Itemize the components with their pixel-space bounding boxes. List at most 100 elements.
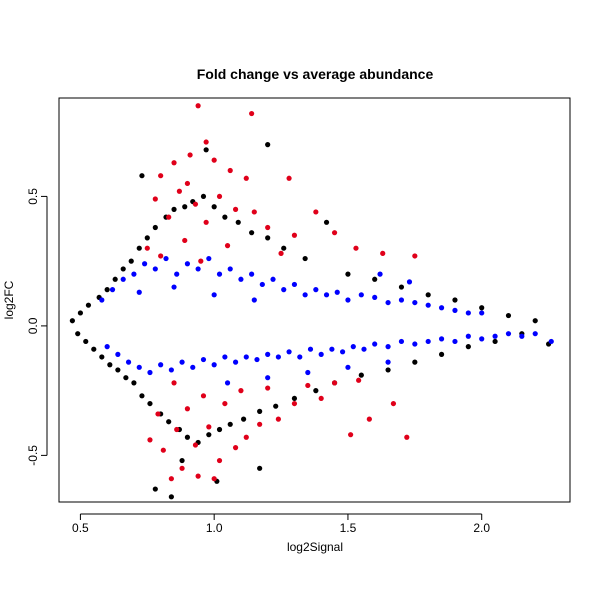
data-point-s2-31 — [452, 307, 458, 313]
data-point-s0-59 — [492, 338, 498, 345]
data-point-s1-58 — [305, 382, 311, 389]
data-point-s2-17 — [281, 287, 287, 293]
data-point-s0-53 — [412, 359, 418, 365]
data-point-s0-70 — [179, 457, 185, 464]
data-point-s0-43 — [291, 395, 298, 402]
data-point-s2-79 — [305, 369, 311, 376]
data-point-s1-10 — [286, 175, 292, 181]
data-point-s2-77 — [532, 331, 538, 337]
data-point-s1-0 — [195, 103, 201, 109]
data-point-s1-54 — [390, 400, 397, 407]
data-point-s2-73 — [479, 336, 485, 342]
data-point-s2-1 — [109, 287, 116, 293]
data-point-s2-80 — [345, 364, 351, 370]
data-point-s2-83 — [224, 380, 231, 386]
data-point-s0-45 — [313, 388, 319, 394]
data-point-s0-0 — [69, 318, 75, 324]
data-point-s0-3 — [83, 338, 89, 345]
data-point-s0-24 — [171, 206, 177, 212]
data-point-s2-63 — [350, 344, 356, 350]
data-point-s1-14 — [192, 201, 199, 207]
data-point-s2-30 — [438, 305, 445, 311]
x-tick-label: 1.0 — [206, 521, 223, 535]
data-point-s2-11 — [216, 271, 223, 277]
data-point-s1-50 — [222, 400, 228, 407]
data-point-s2-72 — [465, 333, 471, 339]
points-layer — [69, 103, 554, 500]
data-point-s2-19 — [302, 292, 308, 298]
data-point-s2-15 — [259, 281, 265, 288]
data-point-s1-26 — [224, 243, 231, 249]
data-point-s0-54 — [425, 292, 431, 298]
data-point-s2-61 — [329, 346, 335, 352]
data-point-s0-49 — [358, 372, 364, 378]
data-point-s2-66 — [385, 344, 391, 350]
data-point-s2-13 — [238, 276, 244, 282]
data-point-s2-10 — [206, 255, 212, 262]
data-point-s2-57 — [286, 349, 292, 355]
data-point-s1-9 — [184, 180, 191, 187]
data-point-s1-42 — [174, 426, 180, 433]
data-point-s0-56 — [452, 297, 458, 303]
data-point-s0-68 — [139, 173, 145, 179]
data-point-s1-20 — [313, 209, 319, 215]
data-point-s1-22 — [331, 230, 338, 236]
data-point-s2-20 — [313, 287, 319, 293]
data-point-s2-56 — [275, 354, 281, 360]
data-point-s1-49 — [184, 406, 191, 412]
data-point-s2-44 — [147, 369, 153, 376]
data-point-s2-46 — [168, 367, 174, 373]
data-point-s2-68 — [412, 341, 418, 347]
data-point-s2-24 — [358, 292, 364, 298]
data-point-s0-7 — [99, 354, 105, 360]
data-point-s2-64 — [361, 346, 367, 352]
data-point-s2-49 — [200, 356, 207, 363]
data-point-s0-39 — [257, 408, 263, 414]
data-point-s0-65 — [168, 494, 174, 500]
data-point-s0-20 — [152, 224, 158, 231]
data-point-s2-75 — [505, 331, 512, 337]
data-point-s2-54 — [254, 356, 260, 363]
data-point-s1-32 — [168, 476, 174, 482]
data-point-s0-40 — [265, 235, 271, 241]
data-point-s2-3 — [131, 271, 137, 277]
data-point-s1-31 — [198, 258, 204, 264]
data-point-s2-69 — [425, 338, 431, 345]
data-point-s1-2 — [203, 139, 209, 145]
data-point-s2-34 — [377, 271, 383, 277]
data-point-s0-15 — [131, 380, 137, 386]
data-point-s0-41 — [273, 403, 279, 409]
data-point-s1-1 — [249, 110, 255, 117]
data-point-s2-26 — [385, 299, 391, 306]
data-point-s0-50 — [372, 276, 378, 282]
data-point-s2-76 — [519, 333, 525, 339]
data-point-s1-28 — [380, 250, 386, 256]
data-point-s0-8 — [104, 287, 110, 293]
data-point-s1-24 — [144, 245, 150, 251]
data-point-s2-39 — [251, 297, 257, 303]
data-point-s0-36 — [235, 219, 241, 225]
data-point-s1-61 — [171, 380, 177, 386]
data-point-s2-37 — [171, 284, 177, 290]
data-point-s2-23 — [345, 297, 351, 303]
data-point-s2-81 — [385, 359, 391, 365]
data-point-s1-34 — [211, 476, 217, 482]
data-point-s2-2 — [120, 276, 126, 282]
data-point-s1-18 — [203, 219, 209, 225]
data-point-s1-35 — [179, 465, 185, 471]
data-point-s1-48 — [155, 411, 161, 417]
x-tick-label: 0.5 — [72, 521, 89, 535]
data-point-s2-0 — [99, 297, 105, 303]
data-point-s0-46 — [323, 219, 330, 225]
data-point-s0-17 — [139, 393, 145, 399]
data-point-s1-17 — [166, 214, 172, 220]
chart-title: Fold change vs average abundance — [197, 66, 434, 82]
data-point-s2-51 — [222, 354, 228, 360]
data-point-s2-47 — [179, 359, 185, 365]
data-point-s0-51 — [385, 367, 391, 373]
data-point-s0-1 — [75, 331, 81, 337]
data-point-s1-3 — [187, 152, 193, 158]
data-point-s1-4 — [211, 157, 217, 163]
data-point-s0-10 — [112, 276, 118, 282]
